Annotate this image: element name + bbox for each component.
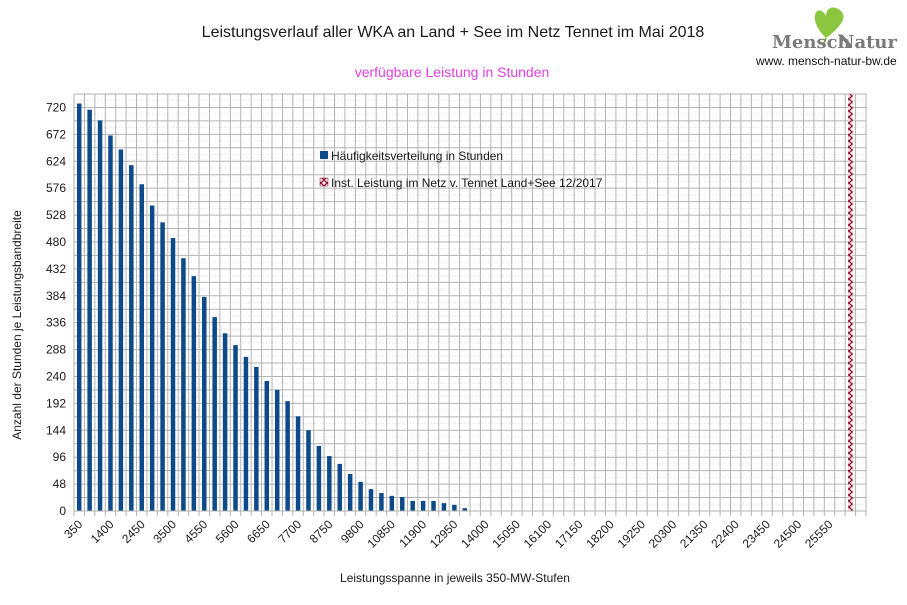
y-axis-ticks: 0 48 96 144 192 240 288 336 384 432 480 528 576 624 67… — [46, 100, 66, 518]
legend-swatch-frequency — [320, 151, 328, 159]
x-tick-label: 10850 — [364, 517, 398, 551]
x-tick-label: 4550 — [182, 517, 211, 546]
bar-frequency-29 — [379, 493, 384, 511]
chart-subtitle: verfügbare Leistung in Stunden — [355, 64, 550, 80]
x-tick-label: 23450 — [740, 517, 774, 551]
y-tick-label: 480 — [46, 235, 66, 249]
y-tick-label: 240 — [46, 369, 66, 383]
bar-frequency-8 — [160, 222, 165, 511]
legend-label-frequency: Häufigkeitsverteilung in Stunden — [331, 149, 503, 163]
y-tick-label: 576 — [46, 181, 66, 195]
bar-frequency-36 — [452, 504, 457, 511]
logo-word-mensch: Mensch — [772, 32, 851, 53]
x-tick-label: 17150 — [552, 517, 586, 551]
x-tick-label: 3500 — [150, 517, 179, 546]
bar-frequency-30 — [389, 495, 395, 511]
bar-frequency-11 — [191, 276, 197, 511]
bar-frequency-21 — [295, 416, 301, 511]
x-tick-label: 7700 — [275, 517, 304, 546]
x-tick-label: 8750 — [307, 517, 336, 546]
logo: Mensch Natur www. mensch-natur-bw.de — [755, 7, 898, 68]
x-tick-label: 19250 — [615, 517, 649, 551]
bar-frequency-3 — [108, 135, 113, 511]
x-tick-label: 21350 — [677, 517, 711, 551]
bar-frequency-1 — [87, 109, 92, 512]
bar-frequency-16 — [243, 356, 249, 511]
bar-frequency-31 — [400, 496, 405, 511]
bar-frequency-33 — [420, 500, 426, 511]
bar-frequency-9 — [170, 238, 176, 511]
bar-frequency-10 — [181, 258, 186, 511]
bar-frequency-13 — [212, 317, 217, 511]
x-tick-label: 9800 — [338, 517, 367, 546]
legend: Häufigkeitsverteilung in Stunden Inst. L… — [319, 149, 603, 190]
bar-frequency-12 — [202, 296, 207, 511]
logo-word-natur: Natur — [838, 32, 898, 53]
bar-frequency-35 — [441, 503, 447, 511]
bar-frequency-24 — [327, 456, 332, 511]
bar-frequency-4 — [118, 149, 124, 511]
bar-frequency-17 — [254, 366, 259, 511]
x-tick-label: 16100 — [521, 517, 555, 551]
x-tick-label: 15050 — [490, 517, 524, 551]
y-tick-label: 432 — [46, 262, 66, 276]
y-tick-label: 720 — [46, 100, 66, 114]
y-tick-label: 96 — [53, 450, 67, 464]
bar-frequency-20 — [285, 401, 290, 511]
bar-frequency-7 — [149, 205, 155, 511]
y-tick-label: 624 — [46, 154, 66, 168]
bar-frequency-5 — [129, 165, 134, 511]
bar-frequency-22 — [306, 430, 311, 511]
x-axis-title: Leistungsspanne in jeweils 350-MW-Stufen — [340, 571, 570, 585]
y-tick-label: 528 — [46, 208, 66, 222]
x-tick-label: 25550 — [802, 517, 836, 551]
logo-url: www. mensch-natur-bw.de — [755, 54, 897, 68]
y-tick-label: 48 — [53, 477, 67, 491]
x-tick-label: 6650 — [244, 517, 273, 546]
bar-frequency-6 — [139, 184, 144, 511]
y-tick-label: 672 — [46, 127, 66, 141]
bar-frequency-2 — [97, 120, 103, 511]
y-axis-title: Anzahl der Stunden je Leistungsbandbreit… — [10, 210, 24, 440]
x-tick-label: 24500 — [771, 517, 805, 551]
x-tick-label: 20300 — [646, 517, 680, 551]
bar-frequency-25 — [337, 463, 342, 511]
legend-label-installed: Inst. Leistung im Netz v. Tennet Land+Se… — [331, 176, 603, 190]
chart-title: Leistungsverlauf aller WKA an Land + See… — [202, 24, 705, 41]
x-tick-label: 11900 — [396, 517, 429, 550]
x-tick-label: 18200 — [583, 517, 617, 551]
bar-frequency-14 — [222, 333, 228, 511]
bar-frequency-32 — [410, 500, 415, 511]
bar-frequency-0 — [76, 103, 82, 511]
bar-frequency-15 — [233, 345, 238, 511]
x-tick-label: 2450 — [119, 517, 148, 546]
bar-frequency-28 — [368, 489, 374, 511]
bar-installed-capacity — [848, 94, 853, 511]
x-tick-label: 350 — [61, 517, 85, 541]
y-tick-label: 288 — [46, 343, 66, 357]
bar-frequency-23 — [316, 445, 322, 511]
x-tick-label: 22400 — [708, 517, 742, 551]
y-tick-label: 336 — [46, 316, 66, 330]
ginkgo-leaf-icon — [814, 7, 844, 47]
y-tick-label: 192 — [46, 396, 66, 410]
axes — [73, 94, 867, 516]
x-tick-label: 1400 — [88, 517, 117, 546]
x-tick-label: 5600 — [213, 517, 242, 546]
bar-frequency-26 — [347, 474, 353, 511]
bar-frequency-18 — [264, 380, 270, 511]
x-tick-label: 14000 — [458, 517, 492, 551]
y-tick-label: 144 — [46, 423, 66, 437]
legend-swatch-installed — [319, 177, 329, 187]
bar-frequency-34 — [431, 500, 436, 511]
x-axis-ticks: 350 1400 2450 3500 4550 5600 6650 7700 8750 98001… — [61, 517, 836, 551]
bar-series — [76, 94, 853, 512]
y-tick-label: 384 — [46, 289, 66, 303]
x-tick-label: 12950 — [427, 517, 461, 551]
bar-frequency-19 — [274, 389, 280, 511]
bar-frequency-27 — [358, 481, 363, 511]
bar-frequency-37 — [462, 508, 468, 511]
y-tick-label: 0 — [59, 504, 66, 518]
